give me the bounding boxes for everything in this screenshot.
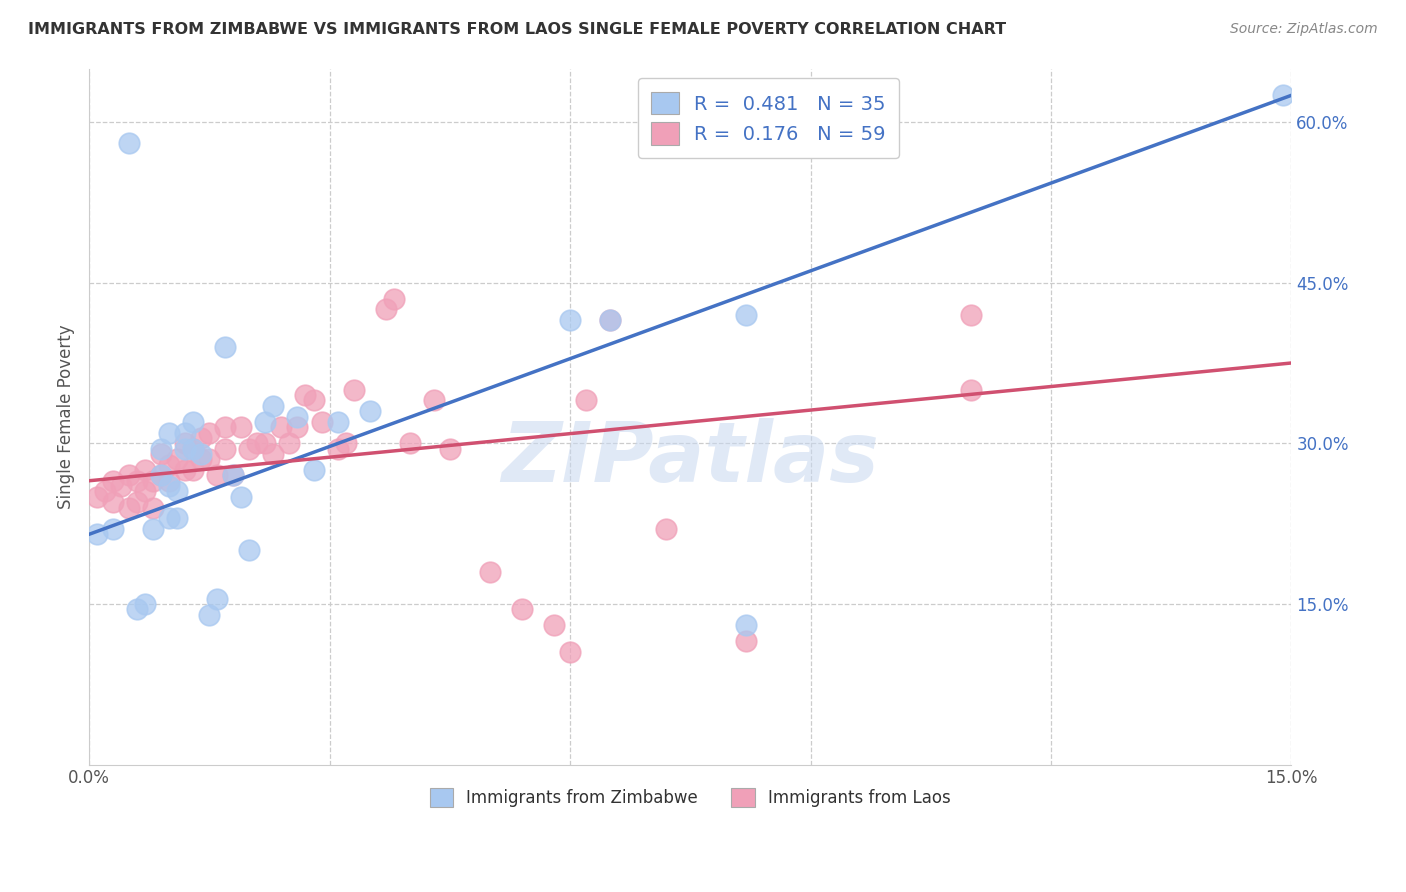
Point — [359, 404, 381, 418]
Y-axis label: Single Female Poverty: Single Female Poverty — [58, 324, 75, 508]
Point — [190, 452, 212, 467]
Point — [575, 393, 598, 408]
Point — [599, 313, 621, 327]
Point — [181, 415, 204, 429]
Point — [302, 463, 325, 477]
Point — [558, 313, 581, 327]
Point — [101, 495, 124, 509]
Point — [398, 436, 420, 450]
Point — [157, 474, 180, 488]
Point — [174, 442, 197, 456]
Point — [101, 474, 124, 488]
Point — [287, 420, 309, 434]
Point — [558, 645, 581, 659]
Point — [214, 442, 236, 456]
Point — [142, 500, 165, 515]
Point — [166, 452, 188, 467]
Point — [150, 468, 173, 483]
Point — [181, 463, 204, 477]
Point — [238, 543, 260, 558]
Point — [94, 484, 117, 499]
Point — [959, 308, 981, 322]
Point — [262, 447, 284, 461]
Point — [142, 522, 165, 536]
Point — [190, 431, 212, 445]
Point — [181, 442, 204, 456]
Point — [735, 634, 758, 648]
Text: Source: ZipAtlas.com: Source: ZipAtlas.com — [1230, 22, 1378, 37]
Point — [150, 447, 173, 461]
Point — [254, 415, 277, 429]
Point — [101, 522, 124, 536]
Point — [959, 383, 981, 397]
Point — [157, 511, 180, 525]
Point — [157, 479, 180, 493]
Point — [735, 308, 758, 322]
Point — [150, 468, 173, 483]
Point — [157, 458, 180, 472]
Point — [118, 136, 141, 151]
Text: IMMIGRANTS FROM ZIMBABWE VS IMMIGRANTS FROM LAOS SINGLE FEMALE POVERTY CORRELATI: IMMIGRANTS FROM ZIMBABWE VS IMMIGRANTS F… — [28, 22, 1007, 37]
Point — [543, 618, 565, 632]
Point — [174, 463, 197, 477]
Point — [157, 425, 180, 440]
Point — [110, 479, 132, 493]
Point — [222, 468, 245, 483]
Point — [311, 415, 333, 429]
Point — [302, 393, 325, 408]
Point — [134, 597, 156, 611]
Point — [1272, 88, 1295, 103]
Point — [655, 522, 678, 536]
Point — [222, 468, 245, 483]
Point — [335, 436, 357, 450]
Point — [735, 618, 758, 632]
Point — [326, 415, 349, 429]
Point — [142, 474, 165, 488]
Point — [238, 442, 260, 456]
Point — [262, 399, 284, 413]
Point — [231, 490, 253, 504]
Point — [174, 425, 197, 440]
Point — [214, 420, 236, 434]
Point — [374, 302, 396, 317]
Point — [134, 463, 156, 477]
Point — [190, 447, 212, 461]
Point — [294, 388, 316, 402]
Point — [174, 436, 197, 450]
Point — [478, 565, 501, 579]
Point — [342, 383, 364, 397]
Point — [150, 442, 173, 456]
Point — [86, 490, 108, 504]
Point — [127, 495, 149, 509]
Point — [198, 452, 221, 467]
Point — [510, 602, 533, 616]
Point — [207, 468, 229, 483]
Point — [231, 420, 253, 434]
Point — [287, 409, 309, 424]
Point — [599, 313, 621, 327]
Point — [439, 442, 461, 456]
Point — [118, 468, 141, 483]
Point — [127, 602, 149, 616]
Point — [134, 484, 156, 499]
Point — [326, 442, 349, 456]
Point — [270, 420, 292, 434]
Point — [382, 292, 405, 306]
Point — [181, 442, 204, 456]
Point — [278, 436, 301, 450]
Point — [198, 425, 221, 440]
Text: ZIPatlas: ZIPatlas — [502, 417, 879, 499]
Point — [166, 484, 188, 499]
Point — [127, 474, 149, 488]
Point — [86, 527, 108, 541]
Point — [207, 591, 229, 606]
Point — [246, 436, 269, 450]
Legend: Immigrants from Zimbabwe, Immigrants from Laos: Immigrants from Zimbabwe, Immigrants fro… — [422, 780, 959, 815]
Point — [118, 500, 141, 515]
Point — [423, 393, 446, 408]
Point — [198, 607, 221, 622]
Point — [214, 340, 236, 354]
Point — [254, 436, 277, 450]
Point — [166, 511, 188, 525]
